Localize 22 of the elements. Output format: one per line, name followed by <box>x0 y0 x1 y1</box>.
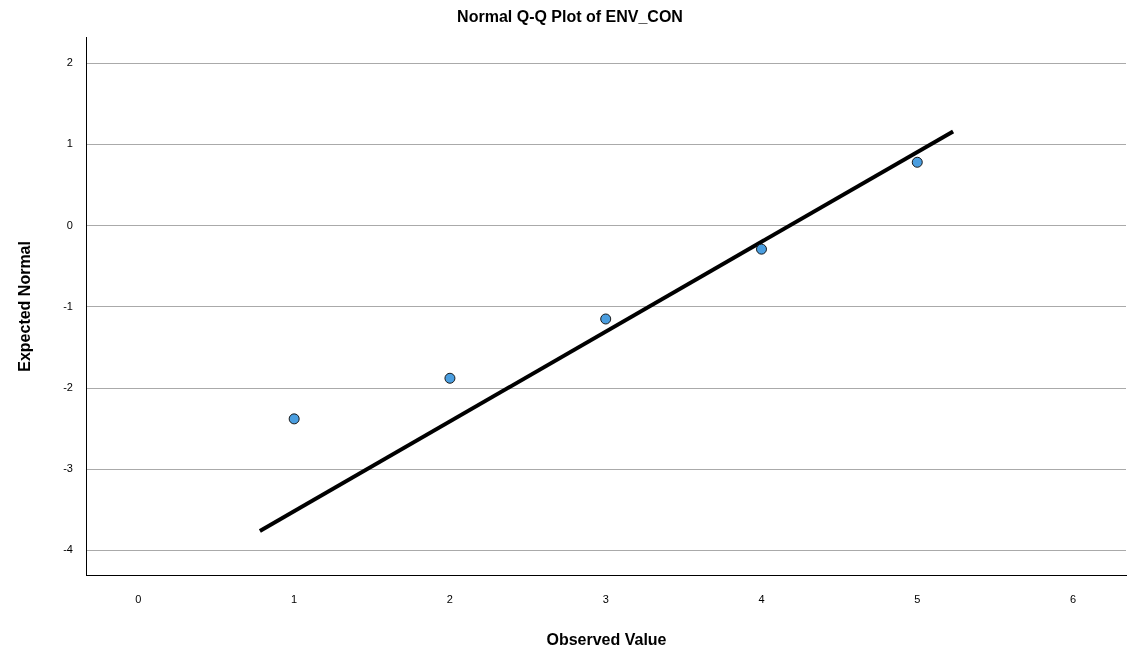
x-tick-label: 5 <box>914 593 921 606</box>
y-tick-label: -4 <box>63 543 73 556</box>
x-tick-label: 0 <box>135 593 142 606</box>
chart-title: Normal Q-Q Plot of ENV_CON <box>457 8 683 26</box>
x-tick-label: 6 <box>1069 593 1077 606</box>
point <box>288 413 300 425</box>
y-tick-label: 0 <box>66 218 73 231</box>
point <box>444 372 456 384</box>
point <box>755 243 767 255</box>
y-tick-label: -3 <box>63 462 73 475</box>
x-tick-label: 3 <box>602 593 609 606</box>
y-tick-label: -1 <box>63 299 73 312</box>
y-axis-title: Expected Normal <box>16 241 34 372</box>
x-axis-title: Observed Value <box>546 630 667 648</box>
point <box>600 313 612 325</box>
x-tick-label: 1 <box>291 593 298 606</box>
y-tick-label: 1 <box>66 137 73 150</box>
x-tick-label: 4 <box>758 593 765 606</box>
point <box>911 156 923 168</box>
y-tick-label: -2 <box>63 381 73 394</box>
x-tick-label: 2 <box>446 593 453 606</box>
y-tick-label: 2 <box>66 56 73 69</box>
